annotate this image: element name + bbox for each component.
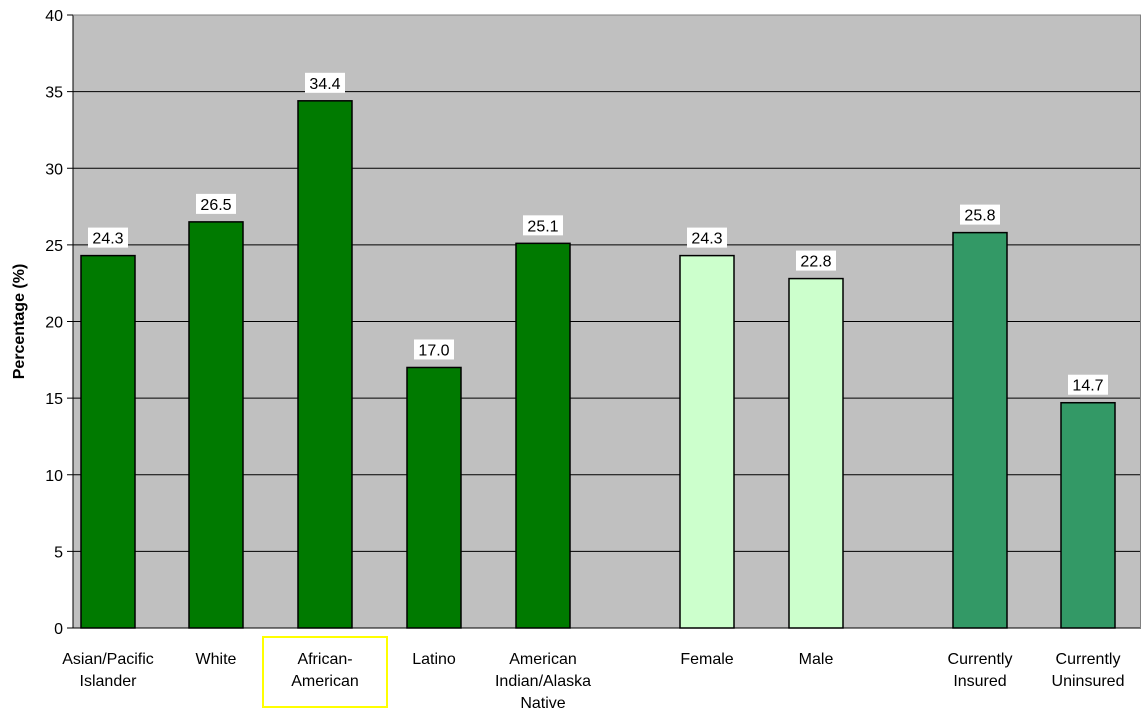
y-tick-label: 10 <box>45 468 63 485</box>
x-tick-label-1: White <box>196 651 237 668</box>
x-tick-label-line: American <box>509 651 577 668</box>
data-label-box <box>88 227 128 248</box>
x-tick-label-5: Female <box>680 651 733 668</box>
data-label-box <box>196 193 236 214</box>
x-tick-label-3: Latino <box>412 651 456 668</box>
y-tick-label: 30 <box>45 161 63 178</box>
x-tick-label-line: American <box>291 673 359 690</box>
x-tick-label-line: Insured <box>953 673 1006 690</box>
bar-3 <box>406 366 462 629</box>
y-tick-label: 40 <box>45 8 63 25</box>
data-label-box <box>305 72 345 93</box>
data-label-2: 34.4 <box>309 76 340 93</box>
y-tick-label: 15 <box>45 391 63 408</box>
x-tick-label-line: Islander <box>80 673 138 690</box>
x-tick-label-line: African- <box>297 651 352 668</box>
x-tick-label-line: Latino <box>412 651 456 668</box>
bar-1 <box>188 221 244 629</box>
category-highlight-box <box>262 636 388 708</box>
x-tick-label-line: Currently <box>1056 651 1121 668</box>
x-tick-label-8: Currently Uninsured <box>1052 651 1125 690</box>
data-label-1: 26.5 <box>200 197 231 214</box>
x-tick-label-line: Female <box>680 651 733 668</box>
bar-8 <box>1060 401 1116 629</box>
data-label-box <box>414 339 454 360</box>
data-label-box <box>796 250 836 271</box>
x-tick-label-6: Male <box>799 651 834 668</box>
bar-5 <box>679 254 735 629</box>
x-tick-label-2: African- American <box>291 651 359 690</box>
y-tick-label: 35 <box>45 85 63 102</box>
x-tick-label-line: White <box>196 651 237 668</box>
x-tick-label-0: Asian/Pacific Islander <box>62 651 154 690</box>
x-tick-label-7: Currently Insured <box>948 651 1013 690</box>
data-label-7: 25.8 <box>964 208 995 225</box>
y-tick-label: 20 <box>45 315 63 332</box>
y-tick-label: 5 <box>54 544 63 561</box>
y-tick-label: 0 <box>54 621 63 638</box>
bar-4 <box>515 242 571 629</box>
x-tick-label-line: Asian/Pacific <box>62 651 154 668</box>
y-tick-label: 25 <box>45 238 63 255</box>
x-tick-label-line: Indian/Alaska <box>495 673 591 690</box>
bar-2 <box>297 100 353 629</box>
data-label-3: 17.0 <box>418 342 449 359</box>
data-label-8: 14.7 <box>1072 378 1103 395</box>
data-label-box <box>960 204 1000 225</box>
data-label-box <box>1068 374 1108 395</box>
data-label-box <box>523 215 563 236</box>
x-tick-label-line: Uninsured <box>1052 673 1125 690</box>
bar-6 <box>788 277 844 629</box>
data-label-0: 24.3 <box>92 231 123 248</box>
x-tick-label-line: Currently <box>948 651 1013 668</box>
x-tick-label-4: American Indian/Alaska Native <box>495 651 591 712</box>
data-label-4: 25.1 <box>527 218 558 235</box>
data-label-6: 22.8 <box>800 254 831 271</box>
y-axis-title: Percentage (%) <box>11 264 28 380</box>
data-label-box <box>687 227 727 248</box>
x-tick-label-line: Native <box>520 695 565 712</box>
bar-7 <box>952 231 1008 629</box>
x-tick-label-line: Male <box>799 651 834 668</box>
data-label-5: 24.3 <box>691 231 722 248</box>
bar-0 <box>80 254 136 629</box>
